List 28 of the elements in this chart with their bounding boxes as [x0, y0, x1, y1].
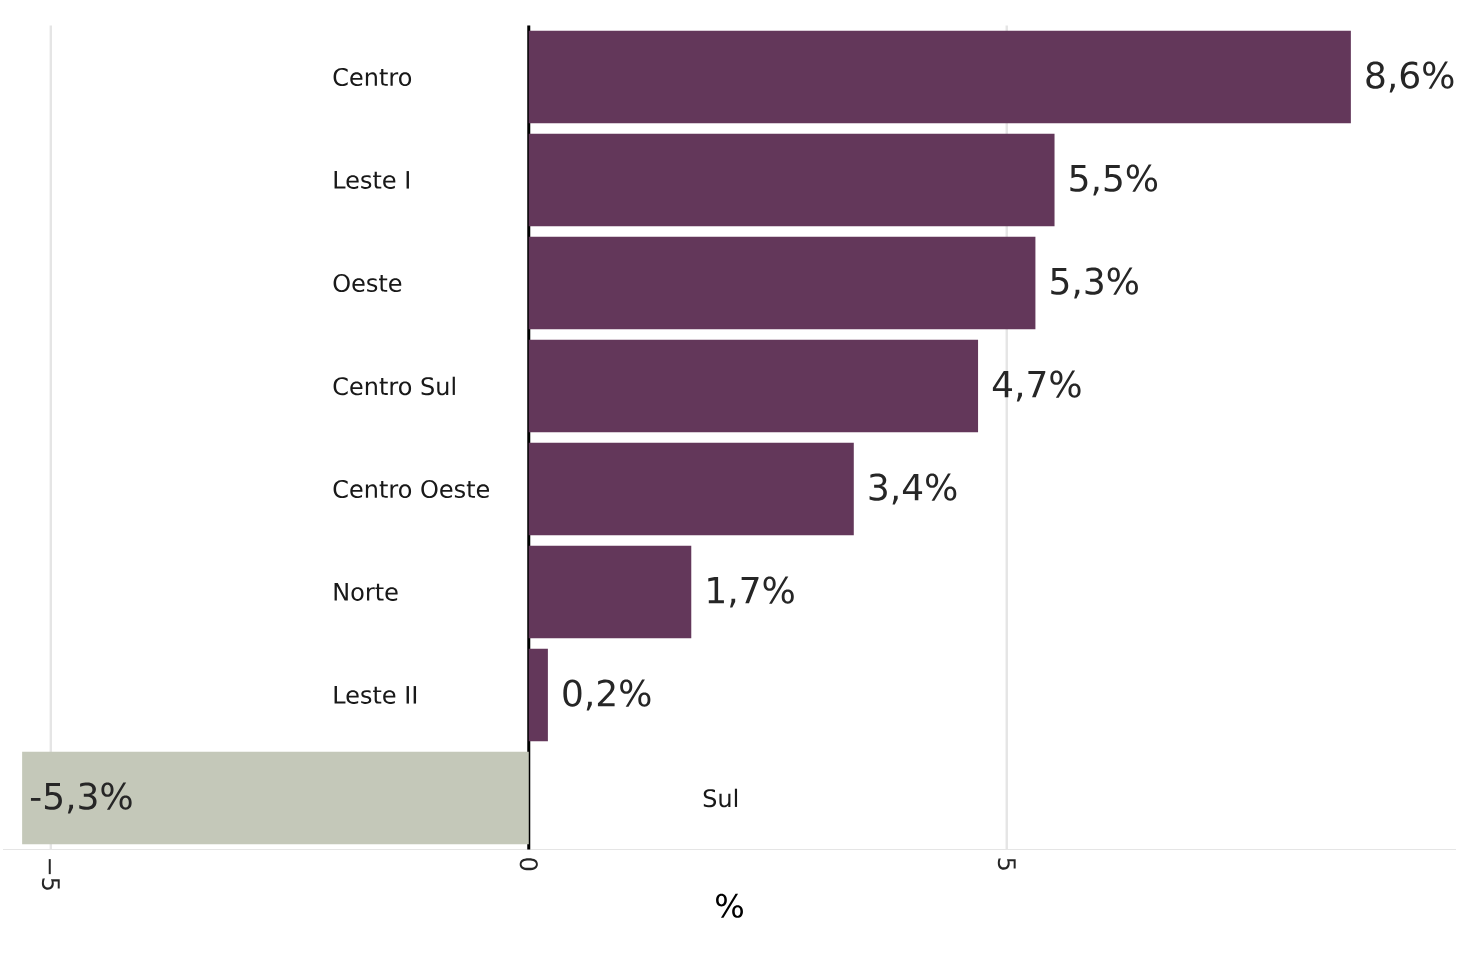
- y-tick-label: Oeste: [333, 273, 402, 293]
- y-tick-label: Centro Oeste: [333, 479, 490, 499]
- x-tick-label: 0: [519, 858, 538, 871]
- y-tick-label: Sul: [703, 788, 738, 808]
- x-tick-label: 5: [997, 858, 1016, 870]
- data-label: 0,2%: [563, 679, 651, 711]
- data-label: 1,7%: [708, 576, 794, 608]
- data-label: 5,3%: [1051, 267, 1138, 299]
- bar: [528, 30, 1351, 124]
- data-label: 5,5%: [1070, 164, 1158, 196]
- bar: [528, 442, 854, 536]
- y-tick-label: Leste I: [334, 171, 409, 189]
- bar: [22, 751, 529, 845]
- data-label: 4,7%: [992, 370, 1081, 402]
- x-axis-title: %: [716, 893, 743, 918]
- y-tick-label: Centro: [333, 67, 412, 87]
- bar: [528, 236, 1036, 330]
- data-label: -5,3%: [30, 782, 132, 814]
- y-tick-label: Norte: [334, 583, 398, 601]
- data-label: 8,6%: [1366, 61, 1454, 93]
- bar: [528, 545, 692, 639]
- data-label: 3,4%: [869, 473, 957, 505]
- y-tick-label: Centro Sul: [333, 376, 455, 396]
- bar: [528, 133, 1055, 227]
- bar: [528, 648, 548, 742]
- x-tick-label: −5: [41, 859, 60, 890]
- bar: [528, 339, 979, 433]
- y-tick-label: Leste II: [334, 686, 417, 704]
